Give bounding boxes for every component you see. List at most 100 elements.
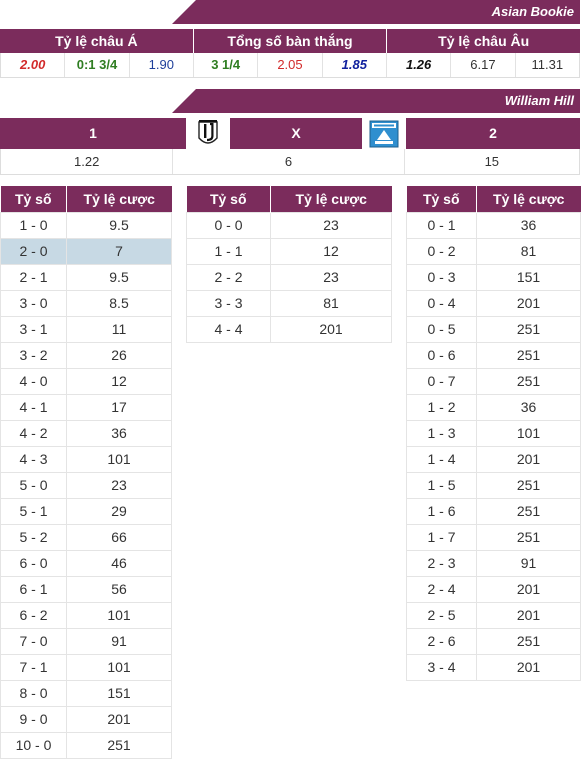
odds-cell[interactable]: 17 bbox=[66, 393, 172, 421]
score-row[interactable]: 0 - 5 251 bbox=[406, 315, 581, 343]
odds-cell[interactable]: 101 bbox=[66, 601, 172, 629]
draw-odds[interactable]: 6 bbox=[173, 149, 405, 174]
score-row[interactable]: 1 - 6 251 bbox=[406, 497, 581, 525]
odds-cell[interactable]: 201 bbox=[476, 653, 581, 681]
odds-cell[interactable]: 101 bbox=[66, 445, 172, 473]
total-under-odds[interactable]: 1.85 bbox=[323, 53, 387, 77]
score-row[interactable]: 7 - 1 101 bbox=[0, 653, 172, 681]
odds-cell[interactable]: 91 bbox=[476, 549, 581, 577]
score-row[interactable]: 1 - 5 251 bbox=[406, 471, 581, 499]
score-row[interactable]: 2 - 5 201 bbox=[406, 601, 581, 629]
score-row[interactable]: 4 - 2 36 bbox=[0, 419, 172, 447]
score-row[interactable]: 4 - 1 17 bbox=[0, 393, 172, 421]
score-row[interactable]: 3 - 1 11 bbox=[0, 315, 172, 343]
odds-cell[interactable]: 29 bbox=[66, 497, 172, 525]
score-row[interactable]: 3 - 4 201 bbox=[406, 653, 581, 681]
asian-away-odds[interactable]: 1.90 bbox=[130, 53, 194, 77]
odds-cell[interactable]: 251 bbox=[476, 627, 581, 655]
euro-draw-odds[interactable]: 6.17 bbox=[451, 53, 516, 77]
odds-cell[interactable]: 36 bbox=[476, 211, 581, 239]
score-row[interactable]: 3 - 3 81 bbox=[186, 289, 392, 317]
score-row[interactable]: 0 - 2 81 bbox=[406, 237, 581, 265]
score-row[interactable]: 2 - 3 91 bbox=[406, 549, 581, 577]
total-over-odds[interactable]: 2.05 bbox=[258, 53, 323, 77]
score-row[interactable]: 4 - 3 101 bbox=[0, 445, 172, 473]
odds-column-header: Tỷ lệ cược bbox=[270, 186, 392, 212]
odds-cell[interactable]: 36 bbox=[476, 393, 581, 421]
score-row[interactable]: 1 - 2 36 bbox=[406, 393, 581, 421]
asian-home-odds[interactable]: 2.00 bbox=[1, 53, 66, 77]
euro-away-odds[interactable]: 11.31 bbox=[531, 57, 564, 72]
score-row[interactable]: 0 - 3 151 bbox=[406, 263, 581, 291]
odds-cell[interactable]: 26 bbox=[66, 341, 172, 369]
score-row[interactable]: 2 - 1 9.5 bbox=[0, 263, 172, 291]
odds-cell[interactable]: 251 bbox=[476, 471, 581, 499]
score-row[interactable]: 3 - 0 8.5 bbox=[0, 289, 172, 317]
score-row[interactable]: 0 - 0 23 bbox=[186, 211, 392, 239]
odds-cell[interactable]: 201 bbox=[476, 575, 581, 603]
home-win-odds[interactable]: 1.22 bbox=[1, 149, 174, 174]
odds-cell[interactable]: 151 bbox=[476, 263, 581, 291]
score-row[interactable]: 1 - 0 9.5 bbox=[0, 211, 172, 239]
odds-cell[interactable]: 151 bbox=[66, 679, 172, 707]
score-row[interactable]: 6 - 1 56 bbox=[0, 575, 172, 603]
odds-cell[interactable]: 101 bbox=[476, 419, 581, 447]
odds-cell[interactable]: 23 bbox=[270, 211, 392, 239]
score-row[interactable]: 4 - 0 12 bbox=[0, 367, 172, 395]
odds-cell[interactable]: 12 bbox=[66, 367, 172, 395]
odds-cell[interactable]: 8.5 bbox=[66, 289, 172, 317]
odds-cell[interactable]: 251 bbox=[476, 315, 581, 343]
odds-cell[interactable]: 201 bbox=[66, 705, 172, 733]
score-row[interactable]: 2 - 6 251 bbox=[406, 627, 581, 655]
odds-cell[interactable]: 46 bbox=[66, 549, 172, 577]
score-row[interactable]: 6 - 0 46 bbox=[0, 549, 172, 577]
score-row[interactable]: 0 - 1 36 bbox=[406, 211, 581, 239]
score-row[interactable]: 1 - 4 201 bbox=[406, 445, 581, 473]
score-row[interactable]: 0 - 6 251 bbox=[406, 341, 581, 369]
score-row[interactable]: 4 - 4 201 bbox=[186, 315, 392, 343]
score-row[interactable]: 3 - 2 26 bbox=[0, 341, 172, 369]
score-row[interactable]: 5 - 1 29 bbox=[0, 497, 172, 525]
score-row[interactable]: 8 - 0 151 bbox=[0, 679, 172, 707]
score-row[interactable]: 5 - 2 66 bbox=[0, 523, 172, 551]
score-row[interactable]: 1 - 3 101 bbox=[406, 419, 581, 447]
odds-cell[interactable]: 66 bbox=[66, 523, 172, 551]
odds-cell[interactable]: 7 bbox=[66, 237, 172, 265]
odds-cell[interactable]: 101 bbox=[66, 653, 172, 681]
odds-cell[interactable]: 201 bbox=[476, 601, 581, 629]
odds-cell[interactable]: 251 bbox=[476, 341, 581, 369]
odds-cell[interactable]: 201 bbox=[270, 315, 392, 343]
score-row[interactable]: 7 - 0 91 bbox=[0, 627, 172, 655]
score-row[interactable]: 2 - 2 23 bbox=[186, 263, 392, 291]
odds-cell[interactable]: 9.5 bbox=[66, 263, 172, 291]
score-row[interactable]: 1 - 1 12 bbox=[186, 237, 392, 265]
odds-cell[interactable]: 81 bbox=[270, 289, 392, 317]
score-cell: 3 - 2 bbox=[0, 341, 67, 369]
odds-cell[interactable]: 201 bbox=[476, 445, 581, 473]
odds-cell[interactable]: 81 bbox=[476, 237, 581, 265]
score-row[interactable]: 0 - 7 251 bbox=[406, 367, 581, 395]
odds-cell[interactable]: 251 bbox=[476, 523, 581, 551]
score-row[interactable]: 5 - 0 23 bbox=[0, 471, 172, 499]
score-row[interactable]: 2 - 4 201 bbox=[406, 575, 581, 603]
score-row[interactable]: 0 - 4 201 bbox=[406, 289, 581, 317]
euro-home-odds[interactable]: 1.26 bbox=[387, 53, 452, 77]
score-row[interactable]: 9 - 0 201 bbox=[0, 705, 172, 733]
score-row[interactable]: 6 - 2 101 bbox=[0, 601, 172, 629]
odds-cell[interactable]: 251 bbox=[66, 731, 172, 759]
odds-cell[interactable]: 251 bbox=[476, 497, 581, 525]
odds-cell[interactable]: 36 bbox=[66, 419, 172, 447]
odds-cell[interactable]: 23 bbox=[270, 263, 392, 291]
odds-cell[interactable]: 91 bbox=[66, 627, 172, 655]
away-win-odds[interactable]: 15 bbox=[484, 154, 500, 169]
odds-cell[interactable]: 11 bbox=[66, 315, 172, 343]
odds-cell[interactable]: 9.5 bbox=[66, 211, 172, 239]
odds-cell[interactable]: 12 bbox=[270, 237, 392, 265]
score-row[interactable]: 10 - 0 251 bbox=[0, 731, 172, 759]
score-row[interactable]: 1 - 7 251 bbox=[406, 523, 581, 551]
odds-cell[interactable]: 201 bbox=[476, 289, 581, 317]
odds-cell[interactable]: 56 bbox=[66, 575, 172, 603]
odds-cell[interactable]: 251 bbox=[476, 367, 581, 395]
odds-cell[interactable]: 23 bbox=[66, 471, 172, 499]
